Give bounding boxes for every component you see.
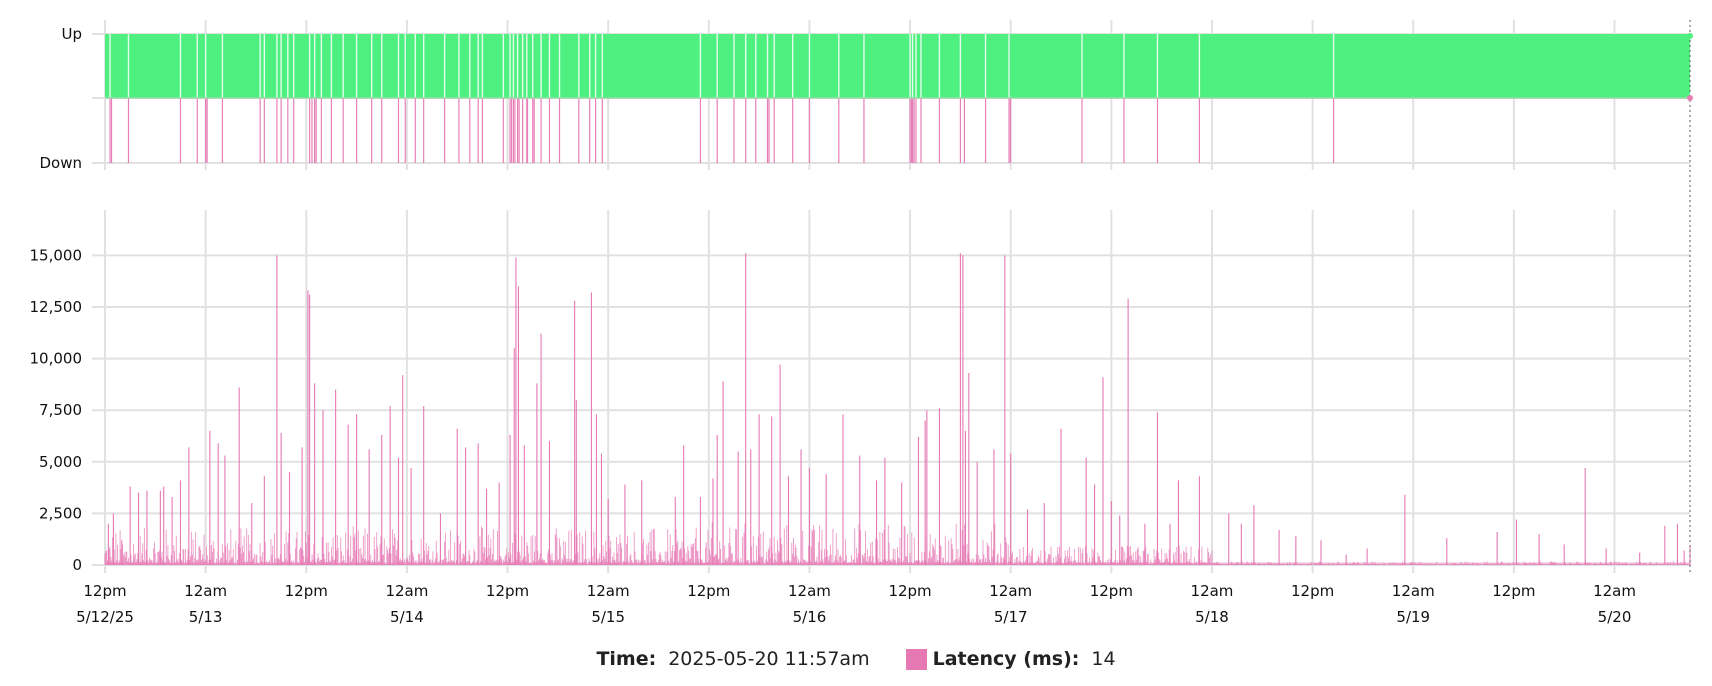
- time-value: 2025-05-20 11:57am: [668, 648, 870, 670]
- x-tick-label: 12pm: [1291, 582, 1334, 600]
- status-bars: [105, 34, 1690, 163]
- x-tick-date-label: 5/16: [793, 608, 827, 626]
- x-tick-label: 12pm: [888, 582, 931, 600]
- latency-y-tick-label: 15,000: [30, 246, 83, 264]
- x-tick-date-label: 5/12/25: [76, 608, 134, 626]
- x-tick-label: 12pm: [486, 582, 529, 600]
- status-y-tick-label: Down: [39, 154, 82, 172]
- x-tick-label: 12am: [1392, 582, 1435, 600]
- x-tick-date-label: 5/20: [1598, 608, 1632, 626]
- latency-y-tick-label: 7,500: [39, 401, 82, 419]
- latency-series: [104, 253, 1691, 565]
- time-label: Time:: [596, 648, 657, 670]
- x-tick-label: 12pm: [285, 582, 328, 600]
- latency-y-tick-label: 0: [72, 556, 82, 574]
- latency-floor: [105, 562, 1690, 565]
- x-tick-label: 12am: [788, 582, 831, 600]
- latency-y-tick-label: 12,500: [30, 298, 83, 316]
- hover-legend: Time: 2025-05-20 11:57am Latency (ms): 1…: [0, 644, 1712, 674]
- latency-label: Latency (ms):: [932, 648, 1080, 670]
- x-tick-date-label: 5/15: [591, 608, 625, 626]
- latency-swatch: [905, 648, 927, 670]
- status-y-ticks: Up Down: [39, 25, 82, 172]
- x-tick-label: 12am: [587, 582, 630, 600]
- latency-y-tick-label: 2,500: [39, 504, 82, 522]
- latency-y-tick-label: 10,000: [30, 350, 83, 368]
- x-tick-label: 12pm: [1090, 582, 1133, 600]
- x-tick-label: 12pm: [83, 582, 126, 600]
- latency-spikes: [104, 522, 1691, 565]
- latency-grid: [92, 210, 1690, 573]
- status-y-tick-label: Up: [61, 25, 82, 43]
- latency-x-ticks: 12pm 5/12/25 12am 5/13 12pm 12am 5/14 12pm 12am 5…: [76, 582, 1636, 626]
- hover-cursor: [1687, 20, 1693, 573]
- latency-y-ticks: 0 2,500 5,000 7,500 10,000 12,500 15,000: [30, 246, 83, 574]
- x-tick-label: 12am: [385, 582, 428, 600]
- x-tick-label: 12am: [1191, 582, 1234, 600]
- x-tick-label: 12am: [1593, 582, 1636, 600]
- x-tick-date-label: 5/13: [189, 608, 223, 626]
- latency-y-tick-label: 5,000: [39, 453, 82, 471]
- x-tick-label: 12pm: [687, 582, 730, 600]
- latency-value: 14: [1091, 648, 1116, 670]
- x-tick-label: 12am: [184, 582, 227, 600]
- up-band: [105, 34, 1690, 98]
- x-tick-date-label: 5/18: [1195, 608, 1229, 626]
- x-tick-label: 12am: [989, 582, 1032, 600]
- x-tick-label: 12pm: [1492, 582, 1535, 600]
- x-tick-date-label: 5/19: [1396, 608, 1430, 626]
- x-tick-date-label: 5/14: [390, 608, 424, 626]
- cursor-dot-up: [1687, 33, 1693, 39]
- x-tick-date-label: 5/17: [994, 608, 1028, 626]
- cursor-dot-down: [1687, 95, 1693, 101]
